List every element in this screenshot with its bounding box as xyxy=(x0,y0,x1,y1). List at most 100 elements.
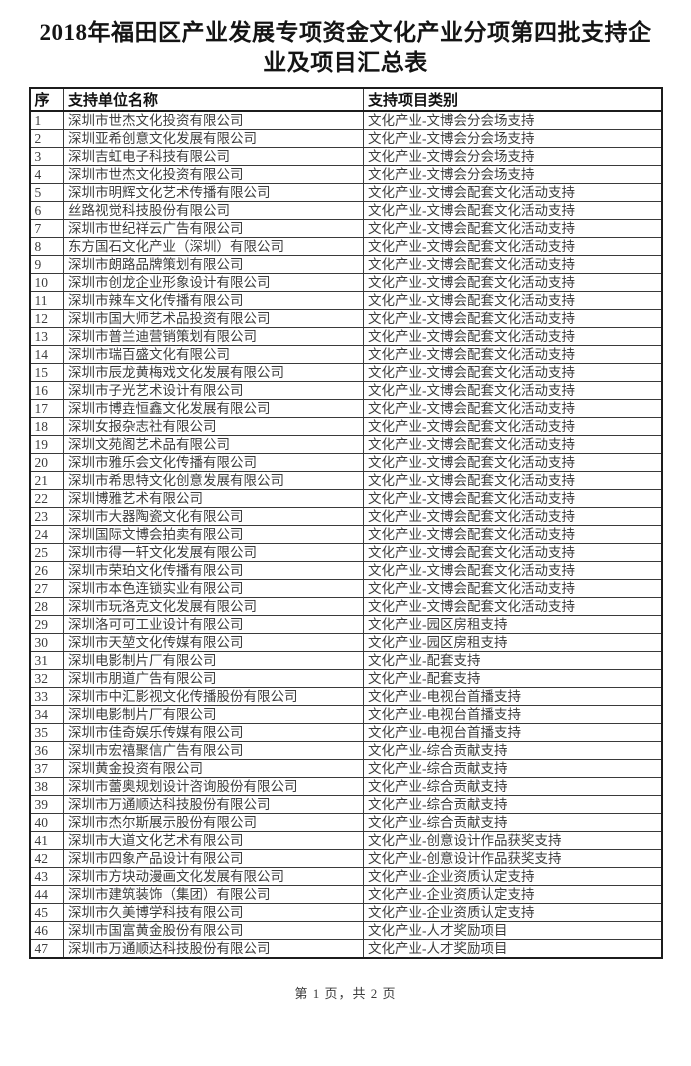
row-index: 32 xyxy=(29,668,64,688)
table-row: 41 深圳市大道文化艺术有限公司 文化产业-创意设计作品获奖支持 xyxy=(29,830,662,850)
row-index: 21 xyxy=(29,470,64,490)
table-row: 22 深圳博雅艺术有限公司 文化产业-文博会配套文化活动支持 xyxy=(29,488,662,508)
row-index: 19 xyxy=(29,434,64,454)
company-name: 深圳市世纪祥云广告有限公司 xyxy=(63,218,364,238)
company-name: 深圳市世杰文化投资有限公司 xyxy=(63,110,364,130)
page-title: 2018年福田区产业发展专项资金文化产业分项第四批支持企业及项目汇总表 xyxy=(39,20,652,75)
table-row: 6 丝路视觉科技股份有限公司 文化产业-文博会配套文化活动支持 xyxy=(29,200,662,220)
company-name: 深圳女报杂志社有限公司 xyxy=(63,416,364,436)
table-row: 45 深圳市久美博学科技有限公司 文化产业-企业资质认定支持 xyxy=(29,902,662,922)
summary-table: 序 支持单位名称 支持项目类别 1 深圳市世杰文化投资有限公司 文化产业-文博会分会… xyxy=(28,86,663,959)
row-index: 30 xyxy=(29,632,64,652)
table-row: 33 深圳市中汇影视文化传播股份有限公司 文化产业-电视台首播支持 xyxy=(29,686,662,706)
table-row: 46 深圳市国富黄金股份有限公司 文化产业-人才奖励项目 xyxy=(29,920,662,940)
row-index: 3 xyxy=(29,146,64,166)
row-index: 33 xyxy=(29,686,64,706)
company-name: 深圳市得一轩文化发展有限公司 xyxy=(63,542,364,562)
row-index: 14 xyxy=(29,344,64,364)
project-category: 文化产业-综合贡献支持 xyxy=(363,776,662,796)
company-name: 深圳文苑阁艺术品有限公司 xyxy=(63,434,364,454)
table-row: 19 深圳文苑阁艺术品有限公司 文化产业-文博会配套文化活动支持 xyxy=(29,434,662,454)
project-category: 文化产业-文博会配套文化活动支持 xyxy=(363,254,662,274)
project-category: 文化产业-综合贡献支持 xyxy=(363,812,662,832)
row-index: 25 xyxy=(29,542,64,562)
row-index: 37 xyxy=(29,758,64,778)
row-index: 9 xyxy=(29,254,64,274)
company-name: 深圳洛可可工业设计有限公司 xyxy=(63,614,364,634)
table-row: 21 深圳市希思特文化创意发展有限公司 文化产业-文博会配套文化活动支持 xyxy=(29,470,662,490)
project-category: 文化产业-文博会配套文化活动支持 xyxy=(363,434,662,454)
table-row: 43 深圳市方块动漫画文化发展有限公司 文化产业-企业资质认定支持 xyxy=(29,866,662,886)
row-index: 13 xyxy=(29,326,64,346)
company-name: 深圳市朋道广告有限公司 xyxy=(63,668,364,688)
row-index: 5 xyxy=(29,182,64,202)
company-name: 深圳市朗路品牌策划有限公司 xyxy=(63,254,364,274)
table-row: 35 深圳市佳奇娱乐传媒有限公司 文化产业-电视台首播支持 xyxy=(29,722,662,742)
company-name: 深圳亚希创意文化发展有限公司 xyxy=(63,128,364,148)
row-index: 10 xyxy=(29,272,64,292)
project-category: 文化产业-文博会配套文化活动支持 xyxy=(363,560,662,580)
project-category: 文化产业-文博会配套文化活动支持 xyxy=(363,200,662,220)
company-name: 深圳市明辉文化艺术传播有限公司 xyxy=(63,182,364,202)
row-index: 42 xyxy=(29,848,64,868)
company-name: 深圳市辰龙黄梅戏文化发展有限公司 xyxy=(63,362,364,382)
company-name: 深圳市瑞百盛文化有限公司 xyxy=(63,344,364,364)
table-row: 8 东方国石文化产业（深圳）有限公司 文化产业-文博会配套文化活动支持 xyxy=(29,236,662,256)
company-name: 深圳国际文博会拍卖有限公司 xyxy=(63,524,364,544)
table-row: 47 深圳市万通顺达科技股份有限公司 文化产业-人才奖励项目 xyxy=(29,938,662,959)
project-category: 文化产业-文博会配套文化活动支持 xyxy=(363,308,662,328)
header-row: 序 支持单位名称 支持项目类别 xyxy=(29,87,662,112)
table-row: 17 深圳市博垚恒鑫文化发展有限公司 文化产业-文博会配套文化活动支持 xyxy=(29,398,662,418)
row-index: 18 xyxy=(29,416,64,436)
table-row: 38 深圳市蕾奥规划设计咨询股份有限公司 文化产业-综合贡献支持 xyxy=(29,776,662,796)
table-row: 23 深圳市大器陶瓷文化有限公司 文化产业-文博会配套文化活动支持 xyxy=(29,506,662,526)
table-row: 24 深圳国际文博会拍卖有限公司 文化产业-文博会配套文化活动支持 xyxy=(29,524,662,544)
table-row: 40 深圳市杰尔斯展示股份有限公司 文化产业-综合贡献支持 xyxy=(29,812,662,832)
row-index: 44 xyxy=(29,884,64,904)
table-row: 3 深圳吉虹电子科技有限公司 文化产业-文博会分会场支持 xyxy=(29,146,662,166)
table-row: 1 深圳市世杰文化投资有限公司 文化产业-文博会分会场支持 xyxy=(29,110,662,130)
row-index: 26 xyxy=(29,560,64,580)
project-category: 文化产业-综合贡献支持 xyxy=(363,758,662,778)
table-row: 39 深圳市万通顺达科技股份有限公司 文化产业-综合贡献支持 xyxy=(29,794,662,814)
table-row: 25 深圳市得一轩文化发展有限公司 文化产业-文博会配套文化活动支持 xyxy=(29,542,662,562)
company-name: 深圳市本色连锁实业有限公司 xyxy=(63,578,364,598)
company-name: 深圳黄金投资有限公司 xyxy=(63,758,364,778)
company-name: 深圳市辣车文化传播有限公司 xyxy=(63,290,364,310)
row-index: 45 xyxy=(29,902,64,922)
row-index: 36 xyxy=(29,740,64,760)
project-category: 文化产业-文博会分会场支持 xyxy=(363,164,662,184)
row-index: 27 xyxy=(29,578,64,598)
table-row: 37 深圳黄金投资有限公司 文化产业-综合贡献支持 xyxy=(29,758,662,778)
company-name: 深圳市子光艺术设计有限公司 xyxy=(63,380,364,400)
company-name: 深圳电影制片厂有限公司 xyxy=(63,704,364,724)
table-row: 27 深圳市本色连锁实业有限公司 文化产业-文博会配套文化活动支持 xyxy=(29,578,662,598)
project-category: 文化产业-文博会配套文化活动支持 xyxy=(363,398,662,418)
row-index: 31 xyxy=(29,650,64,670)
row-index: 34 xyxy=(29,704,64,724)
row-index: 20 xyxy=(29,452,64,472)
company-name: 深圳市佳奇娱乐传媒有限公司 xyxy=(63,722,364,742)
project-category: 文化产业-园区房租支持 xyxy=(363,614,662,634)
company-name: 东方国石文化产业（深圳）有限公司 xyxy=(63,236,364,256)
company-name: 深圳博雅艺术有限公司 xyxy=(63,488,364,508)
project-category: 文化产业-配套支持 xyxy=(363,668,662,688)
company-name: 深圳市中汇影视文化传播股份有限公司 xyxy=(63,686,364,706)
project-category: 文化产业-文博会配套文化活动支持 xyxy=(363,506,662,526)
company-name: 深圳市博垚恒鑫文化发展有限公司 xyxy=(63,398,364,418)
company-name: 深圳市万通顺达科技股份有限公司 xyxy=(63,794,364,814)
company-name: 深圳市四象产品设计有限公司 xyxy=(63,848,364,868)
company-name: 深圳市创龙企业形象设计有限公司 xyxy=(63,272,364,292)
project-category: 文化产业-文博会配套文化活动支持 xyxy=(363,236,662,256)
project-category: 文化产业-文博会配套文化活动支持 xyxy=(363,290,662,310)
company-name: 深圳市杰尔斯展示股份有限公司 xyxy=(63,812,364,832)
table-row: 29 深圳洛可可工业设计有限公司 文化产业-园区房租支持 xyxy=(29,614,662,634)
company-name: 深圳市万通顺达科技股份有限公司 xyxy=(63,938,364,959)
project-category: 文化产业-创意设计作品获奖支持 xyxy=(363,848,662,868)
row-index: 28 xyxy=(29,596,64,616)
table-row: 4 深圳市世杰文化投资有限公司 文化产业-文博会分会场支持 xyxy=(29,164,662,184)
project-category: 文化产业-综合贡献支持 xyxy=(363,740,662,760)
table-row: 9 深圳市朗路品牌策划有限公司 文化产业-文博会配套文化活动支持 xyxy=(29,254,662,274)
table-row: 36 深圳市宏禧聚信广告有限公司 文化产业-综合贡献支持 xyxy=(29,740,662,760)
project-category: 文化产业-园区房租支持 xyxy=(363,632,662,652)
